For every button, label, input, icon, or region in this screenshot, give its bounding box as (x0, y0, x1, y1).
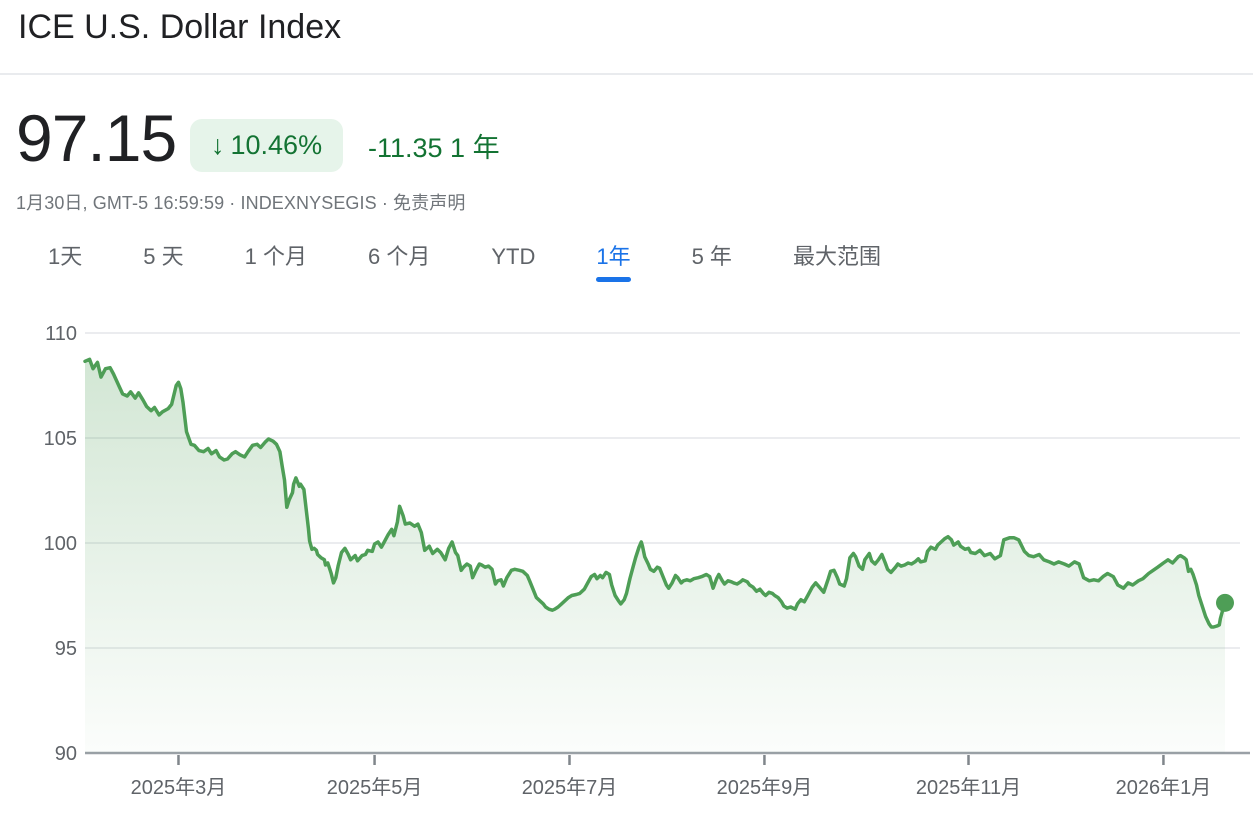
x-axis-label: 2026年1月 (1116, 776, 1212, 799)
range-tab-5y[interactable]: 5 年 (691, 244, 732, 269)
x-axis-label: 2025年3月 (131, 776, 227, 799)
y-axis-label-105: 105 (44, 428, 77, 450)
range-tab-1m[interactable]: 1 个月 (244, 244, 307, 269)
y-axis-label-95: 95 (55, 638, 77, 660)
range-tab-1d[interactable]: 1天 (48, 244, 83, 269)
header-divider (0, 73, 1253, 75)
price-area-fill (85, 359, 1225, 753)
x-axis-label: 2025年7月 (522, 776, 618, 799)
y-axis-label-110: 110 (45, 323, 77, 345)
change-absolute: -11.35 1 年 (368, 133, 500, 163)
quote-timestamp-exchange: 1月30日, GMT-5 16:59:59 · INDEXNYSEGIS · (16, 193, 394, 213)
down-arrow-icon: ↓ (211, 130, 225, 160)
y-axis-label-90: 90 (55, 743, 77, 765)
disclaimer-link[interactable]: 免责声明 (393, 193, 466, 213)
active-tab-underline (596, 277, 631, 282)
range-tabs: 1天 5 天 1 个月 6 个月 YTD 1年 5 年 最大范围 (48, 243, 881, 282)
last-price-marker (1216, 593, 1234, 612)
x-axis-label: 2025年11月 (916, 776, 1021, 799)
y-axis-label-100: 100 (44, 533, 77, 555)
range-tab-max[interactable]: 最大范围 (792, 244, 881, 269)
price-line (83, 357, 1227, 629)
range-tab-6m[interactable]: 6 个月 (367, 244, 431, 269)
range-tab-1y[interactable]: 1年 (596, 243, 631, 282)
range-tab-5d[interactable]: 5 天 (143, 244, 184, 269)
x-axis-label: 2025年5月 (327, 776, 423, 799)
current-price: 97.15 (16, 101, 177, 175)
change-percent-value: 10.46% (230, 130, 323, 160)
range-tab-ytd[interactable]: YTD (491, 244, 536, 269)
page-title: ICE U.S. Dollar Index (18, 8, 342, 46)
change-percent-badge: ↓ 10.46% (190, 119, 344, 172)
price-line-chart-svg[interactable]: 90 95 100 105 110 2025年3月 2025年5月 2025年7月 2025年9… (0, 300, 1253, 820)
price-chart[interactable]: 90 95 100 105 110 2025年3月 2025年5月 2025年7月 2025年9… (0, 300, 1253, 820)
quote-meta: 1月30日, GMT-5 16:59:59 · INDEXNYSEGIS · 免… (16, 189, 465, 215)
x-axis-label: 2025年9月 (717, 776, 813, 799)
